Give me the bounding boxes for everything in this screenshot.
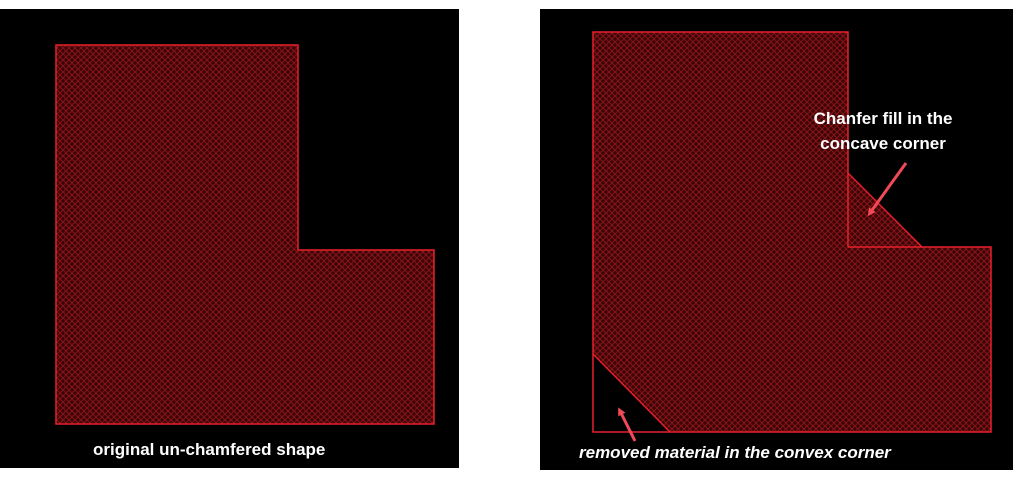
original-shape-drawing bbox=[55, 44, 435, 425]
concave-corner-callout: Chanfer fill in the concave corner bbox=[793, 106, 973, 156]
removed-convex-corner bbox=[592, 354, 670, 433]
original-shape-caption: original un-chamfered shape bbox=[93, 440, 326, 459]
concave-callout-line2: concave corner bbox=[820, 134, 946, 153]
concave-callout-line1: Chanfer fill in the bbox=[813, 109, 953, 128]
concave-callout-arrow bbox=[867, 162, 908, 217]
chamfered-shape-panel: Chanfer fill in the concave corner remov… bbox=[540, 9, 1013, 470]
chamfered-l-shape bbox=[592, 31, 992, 433]
original-shape-panel: original un-chamfered shape bbox=[0, 9, 459, 468]
convex-callout-arrow bbox=[618, 407, 637, 442]
convex-corner-caption: removed material in the convex corner bbox=[579, 443, 891, 462]
chamfered-shape-drawing bbox=[592, 31, 992, 442]
l-shape bbox=[55, 44, 435, 425]
